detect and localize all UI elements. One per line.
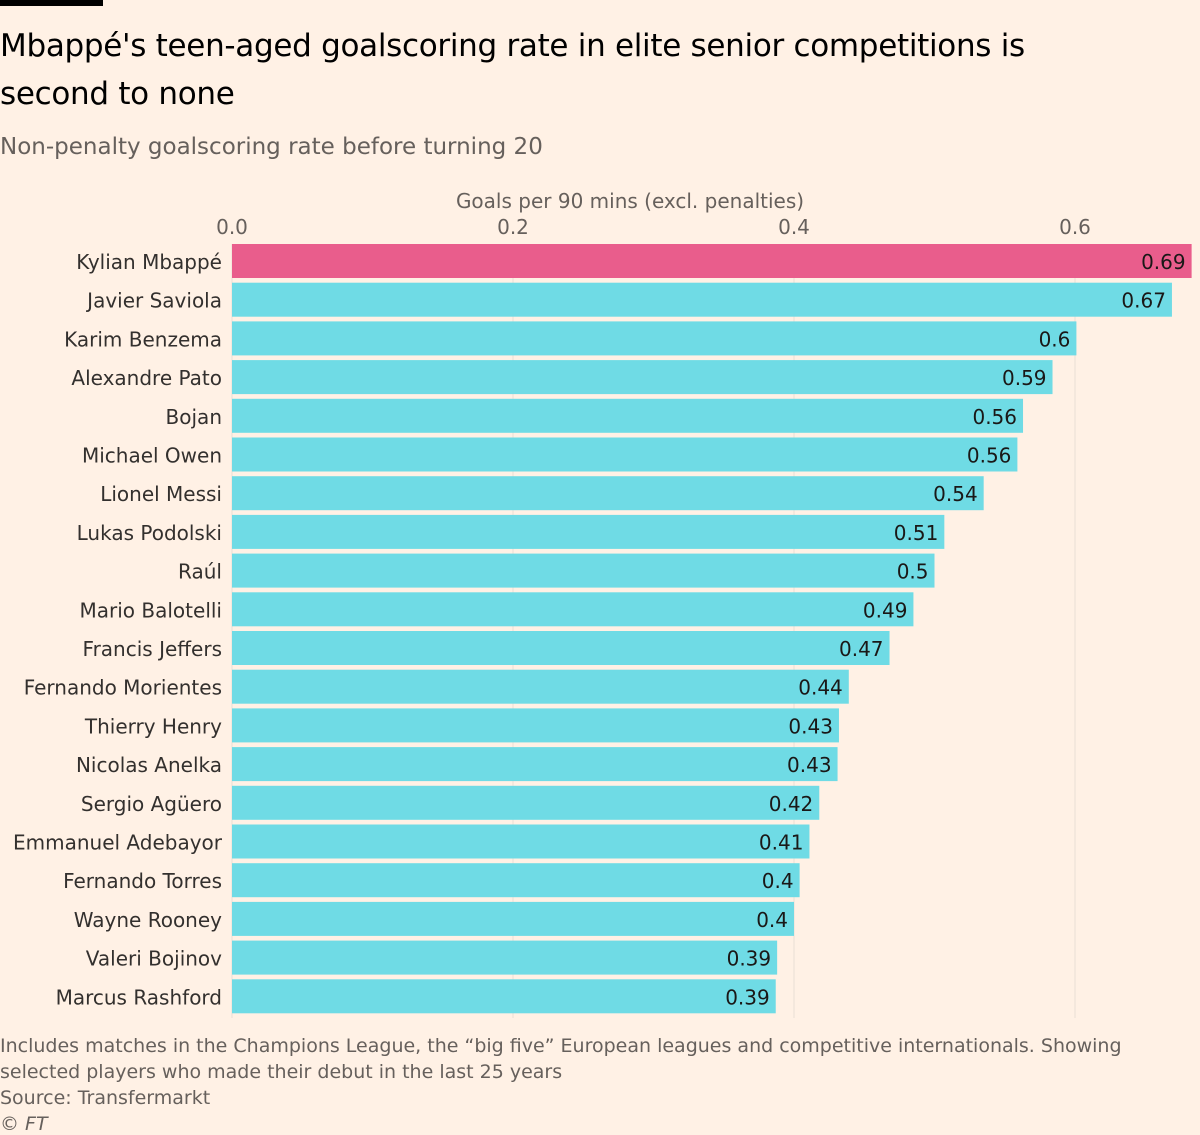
data-label: 0.43: [787, 753, 832, 777]
data-label: 0.59: [1002, 366, 1047, 390]
data-label: 0.4: [762, 869, 794, 893]
category-label: Wayne Rooney: [74, 908, 222, 932]
data-label: 0.6: [1039, 327, 1071, 351]
category-label: Francis Jeffers: [83, 637, 222, 661]
data-label: 0.39: [725, 985, 770, 1009]
bar: [232, 940, 778, 975]
x-tick-label: 0.4: [778, 215, 810, 239]
data-label: 0.4: [756, 908, 788, 932]
source: Source: Transfermarkt: [0, 1087, 211, 1109]
data-label: 0.43: [788, 714, 833, 738]
category-label: Fernando Morientes: [24, 676, 222, 700]
data-label: 0.56: [972, 405, 1017, 429]
bar: [232, 785, 820, 820]
category-label: Sergio Agüero: [81, 792, 222, 816]
bar: [232, 979, 776, 1014]
category-label: Lukas Podolski: [77, 521, 222, 545]
category-label: Mario Balotelli: [80, 598, 222, 622]
data-label: 0.41: [759, 831, 804, 855]
data-label: 0.49: [863, 598, 908, 622]
category-label: Raúl: [178, 560, 222, 584]
bar: [232, 669, 849, 704]
data-label: 0.51: [894, 521, 939, 545]
chart-footer: Includes matches in the Champions League…: [0, 1033, 1180, 1135]
bar: [232, 553, 935, 588]
x-tick-label: 0.2: [497, 215, 529, 239]
bar: [232, 437, 1018, 472]
bar: [232, 360, 1053, 395]
category-label: Fernando Torres: [63, 869, 222, 893]
bar: [232, 476, 984, 511]
bar: [232, 901, 794, 936]
category-label: Bojan: [166, 405, 222, 429]
bar: [232, 244, 1192, 278]
bar: [232, 824, 810, 859]
data-label: 0.54: [933, 482, 978, 506]
bar: [232, 747, 838, 782]
category-label: Kylian Mbappé: [76, 250, 222, 274]
chart-title: Mbappé's teen-aged goalscoring rate in e…: [0, 28, 1025, 112]
category-label: Alexandre Pato: [71, 366, 222, 390]
bar: [232, 863, 800, 898]
data-label: 0.67: [1121, 289, 1166, 313]
data-label: 0.44: [798, 676, 843, 700]
bar: [232, 631, 890, 665]
bar-chart: Goals per 90 mins (excl. penalties) 0.0 0.…: [13, 189, 1192, 1018]
x-tick-label: 0.0: [216, 215, 248, 239]
category-label: Thierry Henry: [84, 714, 222, 738]
category-label: Michael Owen: [82, 444, 222, 468]
footnote: Includes matches in the Champions League…: [0, 1035, 1128, 1083]
bar: [232, 398, 1024, 433]
data-label: 0.39: [727, 947, 772, 971]
data-label: 0.47: [839, 637, 884, 661]
bar: [232, 282, 1172, 317]
chart-subtitle: Non-penalty goalscoring rate before turn…: [0, 134, 543, 160]
category-label: Nicolas Anelka: [76, 753, 222, 777]
ft-top-bar: [0, 0, 103, 6]
x-tick-label: 0.6: [1059, 215, 1091, 239]
bar: [232, 708, 839, 743]
category-label: Valeri Bojinov: [86, 947, 222, 971]
data-label: 0.42: [769, 792, 814, 816]
x-axis-label: Goals per 90 mins (excl. penalties): [456, 189, 804, 213]
category-label: Karim Benzema: [64, 327, 222, 351]
bar: [232, 514, 945, 549]
copyright: © FT: [0, 1113, 48, 1135]
category-label: Marcus Rashford: [56, 985, 222, 1009]
category-label: Emmanuel Adebayor: [13, 831, 223, 855]
data-label: 0.69: [1141, 250, 1186, 274]
category-label: Javier Saviola: [85, 289, 222, 313]
data-label: 0.56: [967, 444, 1012, 468]
bar: [232, 592, 914, 627]
bar: [232, 321, 1077, 356]
category-label: Lionel Messi: [100, 482, 222, 506]
data-label: 0.5: [897, 560, 929, 584]
